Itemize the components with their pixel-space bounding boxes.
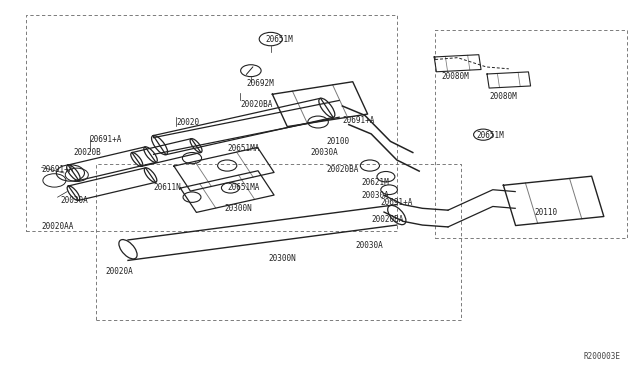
- Text: 20611N: 20611N: [154, 183, 181, 192]
- Text: 20020AA: 20020AA: [42, 222, 74, 231]
- Text: 20100: 20100: [326, 137, 349, 146]
- Text: 20621M: 20621M: [362, 178, 389, 187]
- Text: 20651MA: 20651MA: [227, 144, 260, 153]
- Text: 20651M: 20651M: [266, 35, 293, 44]
- Text: 20080M: 20080M: [490, 92, 517, 101]
- Text: 20080M: 20080M: [442, 72, 469, 81]
- Text: 20651MA: 20651MA: [227, 183, 260, 192]
- Text: 20020BA: 20020BA: [371, 215, 404, 224]
- Text: 20020BA: 20020BA: [326, 165, 359, 174]
- Text: 20020BA: 20020BA: [240, 100, 273, 109]
- Text: 20020: 20020: [176, 118, 199, 127]
- Text: 20651M: 20651M: [477, 131, 504, 140]
- Text: 20020B: 20020B: [74, 148, 101, 157]
- Text: 20030A: 20030A: [61, 196, 88, 205]
- Text: 20030A: 20030A: [362, 191, 389, 200]
- Text: 20692M: 20692M: [246, 79, 274, 88]
- Text: 20030A: 20030A: [310, 148, 338, 157]
- Text: 20691+A: 20691+A: [342, 116, 375, 125]
- Text: 20030A: 20030A: [355, 241, 383, 250]
- Text: R200003E: R200003E: [584, 352, 621, 361]
- Text: 20020A: 20020A: [106, 267, 133, 276]
- Text: 20300N: 20300N: [224, 204, 252, 213]
- Text: 20691+A: 20691+A: [381, 198, 413, 207]
- Text: 20300N: 20300N: [269, 254, 296, 263]
- Text: 20110: 20110: [534, 208, 557, 217]
- Text: 20691+A: 20691+A: [90, 135, 122, 144]
- Text: 20691+A: 20691+A: [42, 165, 74, 174]
